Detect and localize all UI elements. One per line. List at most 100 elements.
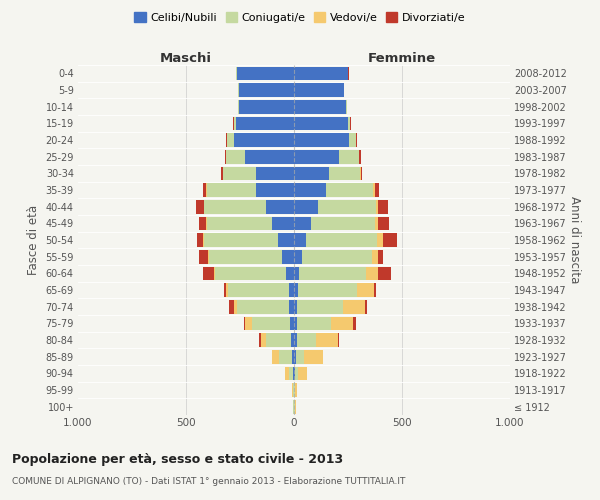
- Bar: [233, 300, 237, 314]
- Bar: [377, 233, 383, 247]
- Bar: [294, 333, 297, 347]
- Bar: [294, 216, 311, 230]
- Bar: [289, 366, 293, 380]
- Bar: [294, 150, 340, 164]
- Bar: [206, 183, 256, 197]
- Bar: [286, 366, 289, 380]
- Bar: [295, 400, 296, 413]
- Bar: [239, 100, 294, 114]
- Bar: [237, 66, 294, 80]
- Bar: [203, 183, 206, 197]
- Bar: [348, 116, 350, 130]
- Bar: [298, 366, 307, 380]
- Bar: [306, 233, 377, 247]
- Text: Popolazione per età, sesso e stato civile - 2013: Popolazione per età, sesso e stato civil…: [12, 452, 343, 466]
- Bar: [272, 350, 279, 364]
- Bar: [266, 200, 294, 213]
- Bar: [294, 316, 297, 330]
- Bar: [237, 300, 289, 314]
- Bar: [294, 366, 295, 380]
- Bar: [297, 316, 331, 330]
- Bar: [294, 116, 348, 130]
- Bar: [367, 266, 378, 280]
- Y-axis label: Fasce di età: Fasce di età: [27, 205, 40, 275]
- Bar: [294, 100, 346, 114]
- Bar: [252, 316, 290, 330]
- Bar: [338, 333, 340, 347]
- Text: Femmine: Femmine: [368, 52, 436, 65]
- Bar: [343, 300, 365, 314]
- Bar: [221, 166, 223, 180]
- Bar: [374, 183, 379, 197]
- Bar: [375, 216, 378, 230]
- Bar: [236, 116, 294, 130]
- Bar: [224, 150, 226, 164]
- Bar: [372, 250, 378, 264]
- Bar: [359, 150, 361, 164]
- Bar: [205, 233, 278, 247]
- Bar: [266, 333, 291, 347]
- Bar: [294, 233, 306, 247]
- Bar: [294, 133, 349, 147]
- Bar: [203, 266, 214, 280]
- Bar: [226, 133, 227, 147]
- Bar: [295, 383, 297, 397]
- Bar: [260, 333, 266, 347]
- Bar: [224, 283, 226, 297]
- Bar: [214, 266, 215, 280]
- Bar: [292, 350, 294, 364]
- Bar: [229, 300, 233, 314]
- Bar: [294, 200, 318, 213]
- Bar: [294, 83, 344, 97]
- Bar: [294, 350, 296, 364]
- Bar: [353, 316, 356, 330]
- Bar: [294, 283, 298, 297]
- Bar: [378, 216, 389, 230]
- Bar: [244, 316, 245, 330]
- Y-axis label: Anni di nascita: Anni di nascita: [568, 196, 581, 284]
- Bar: [289, 300, 294, 314]
- Bar: [311, 216, 375, 230]
- Bar: [340, 150, 359, 164]
- Bar: [208, 250, 209, 264]
- Bar: [279, 350, 292, 364]
- Bar: [203, 233, 205, 247]
- Bar: [245, 316, 252, 330]
- Bar: [374, 283, 376, 297]
- Bar: [227, 133, 233, 147]
- Bar: [290, 316, 294, 330]
- Bar: [294, 183, 326, 197]
- Bar: [378, 200, 388, 213]
- Bar: [272, 216, 294, 230]
- Bar: [233, 133, 294, 147]
- Bar: [256, 183, 294, 197]
- Bar: [293, 366, 294, 380]
- Bar: [346, 100, 347, 114]
- Bar: [228, 283, 289, 297]
- Bar: [295, 366, 298, 380]
- Bar: [291, 333, 294, 347]
- Bar: [226, 283, 228, 297]
- Bar: [205, 200, 266, 213]
- Bar: [297, 333, 316, 347]
- Bar: [378, 266, 391, 280]
- Bar: [289, 283, 294, 297]
- Bar: [349, 133, 356, 147]
- Bar: [209, 250, 282, 264]
- Bar: [199, 216, 206, 230]
- Bar: [365, 300, 367, 314]
- Bar: [304, 350, 323, 364]
- Bar: [383, 233, 397, 247]
- Bar: [294, 300, 297, 314]
- Bar: [256, 166, 294, 180]
- Bar: [259, 333, 260, 347]
- Bar: [376, 200, 378, 213]
- Text: COMUNE DI ALPIGNANO (TO) - Dati ISTAT 1° gennaio 2013 - Elaborazione TUTTITALIA.: COMUNE DI ALPIGNANO (TO) - Dati ISTAT 1°…: [12, 478, 406, 486]
- Bar: [294, 66, 348, 80]
- Bar: [331, 316, 353, 330]
- Bar: [361, 166, 362, 180]
- Bar: [197, 233, 203, 247]
- Bar: [294, 250, 302, 264]
- Bar: [239, 83, 294, 97]
- Bar: [299, 266, 367, 280]
